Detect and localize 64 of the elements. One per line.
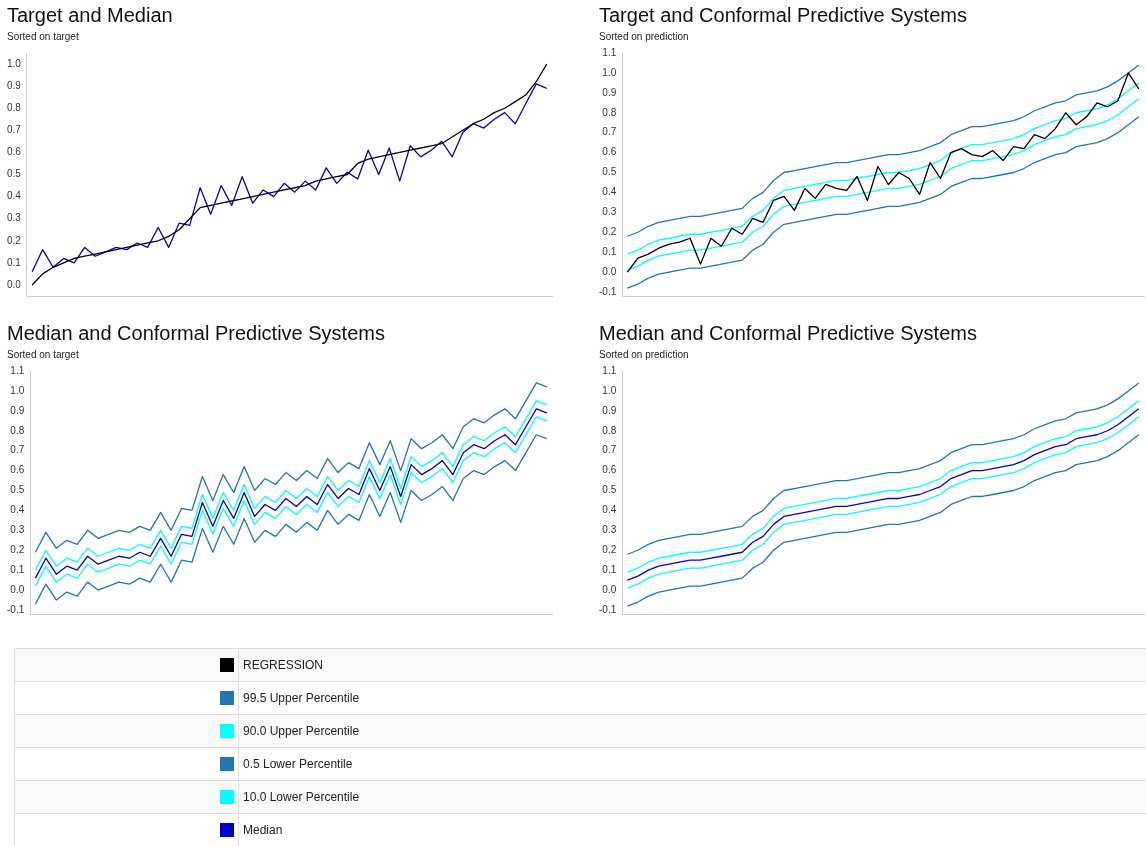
y-tick-label: 0.9: [602, 86, 617, 98]
legend-label: 99.5 Upper Percentile: [238, 681, 1146, 715]
y-tick-label: -0.1: [599, 285, 617, 297]
y-tick-label: 0.4: [602, 504, 617, 516]
y-tick-label: 0.0: [602, 583, 617, 595]
chart-subtitle: Sorted on prediction: [599, 31, 689, 42]
y-tick-label: 0.1: [10, 563, 25, 575]
y-tick-label: 1.1: [602, 46, 617, 58]
legend-label: 0.5 Lower Percentile: [238, 747, 1146, 781]
y-tick-label: 0.4: [7, 190, 22, 202]
y-tick-label: 0.3: [602, 206, 617, 218]
y-tick-label: 0.2: [7, 234, 22, 246]
y-tick-label: 0.5: [602, 166, 617, 178]
y-tick-label: 0.0: [10, 583, 25, 595]
y-tick-label: 0.0: [602, 265, 617, 277]
y-tick-label: 0.9: [602, 404, 617, 416]
y-tick-label: 0.8: [602, 106, 617, 118]
y-tick-label: 0.9: [7, 79, 22, 91]
y-tick-label: 0.8: [7, 101, 22, 113]
chart-title: Target and Conformal Predictive Systems: [599, 4, 967, 27]
y-tick-label: 0.8: [10, 424, 25, 436]
legend-label: REGRESSION: [238, 648, 1146, 682]
y-tick-label: 0.5: [7, 168, 22, 180]
y-tick-label: 0.6: [602, 464, 617, 476]
chart-title: Median and Conformal Predictive Systems: [599, 322, 977, 345]
chart-title: Target and Median: [7, 4, 173, 27]
y-tick-label: 0.2: [602, 226, 617, 238]
y-tick-label: 0.1: [602, 245, 617, 257]
y-tick-label: 1.0: [602, 66, 617, 78]
chart-subtitle: Sorted on prediction: [599, 349, 689, 360]
y-tick-label: 0.7: [602, 444, 617, 456]
y-tick-label: 0.8: [602, 424, 617, 436]
chart-subtitle: Sorted on target: [7, 349, 79, 360]
y-tick-label: 0.6: [7, 146, 22, 158]
y-tick-label: 1.1: [10, 364, 25, 376]
y-tick-label: 0.5: [10, 484, 25, 496]
y-tick-label: 0.3: [602, 524, 617, 536]
y-tick-label: 0.9: [10, 404, 25, 416]
legend-label: 90.0 Upper Percentile: [238, 714, 1146, 748]
y-tick-label: 0.4: [10, 504, 25, 516]
chart-title: Median and Conformal Predictive Systems: [7, 322, 385, 345]
y-tick-label: 1.0: [7, 57, 22, 69]
y-tick-label: 0.7: [10, 444, 25, 456]
y-tick-label: 0.1: [602, 563, 617, 575]
y-tick-label: 1.0: [602, 384, 617, 396]
y-tick-label: 1.0: [10, 384, 25, 396]
y-tick-label: 0.1: [7, 256, 22, 268]
y-tick-label: 0.4: [602, 186, 617, 198]
y-tick-label: 1.1: [602, 364, 617, 376]
y-tick-label: 0.5: [602, 484, 617, 496]
y-tick-label: 0.7: [7, 124, 22, 136]
y-tick-label: 0.6: [10, 464, 25, 476]
chart-subtitle: Sorted on target: [7, 31, 79, 42]
legend-label: 10.0 Lower Percentile: [238, 780, 1146, 814]
legend-label: Median: [238, 813, 1146, 846]
y-tick-label: 0.6: [602, 146, 617, 158]
y-tick-label: -0.1: [7, 603, 25, 615]
y-tick-label: 0.2: [602, 544, 617, 556]
y-tick-label: 0.3: [10, 524, 25, 536]
y-tick-label: -0.1: [599, 603, 617, 615]
y-tick-label: 0.0: [7, 278, 22, 290]
y-tick-label: 0.2: [10, 544, 25, 556]
y-tick-label: 0.3: [7, 212, 22, 224]
y-tick-label: 0.7: [602, 126, 617, 138]
